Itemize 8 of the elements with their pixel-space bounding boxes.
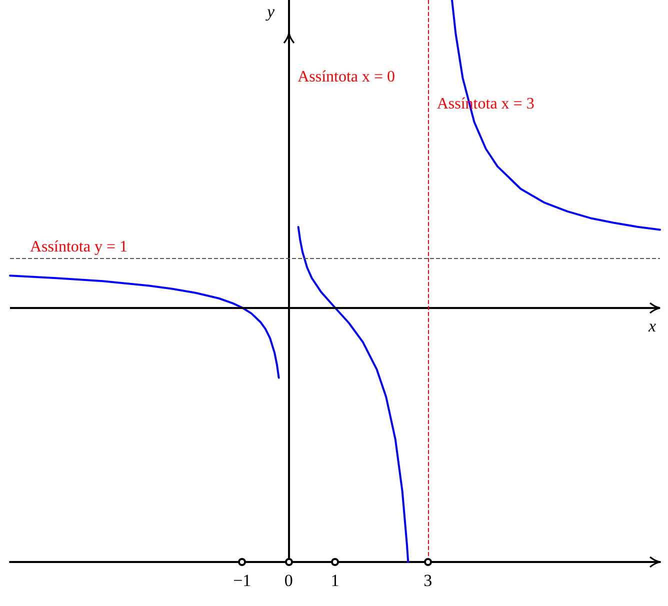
x-tick-label: 1 — [330, 571, 340, 590]
y-axis-title: y — [265, 2, 276, 21]
ref-line-label: Assíntota x = 0 — [298, 68, 396, 86]
x-axis-title: x — [647, 316, 656, 336]
x-tick-label: −1 — [233, 571, 252, 590]
annotation: Assíntota y = 1 — [30, 238, 128, 256]
x-tick-label: 3 — [424, 571, 432, 590]
x-tick-label: 0 — [284, 571, 293, 590]
